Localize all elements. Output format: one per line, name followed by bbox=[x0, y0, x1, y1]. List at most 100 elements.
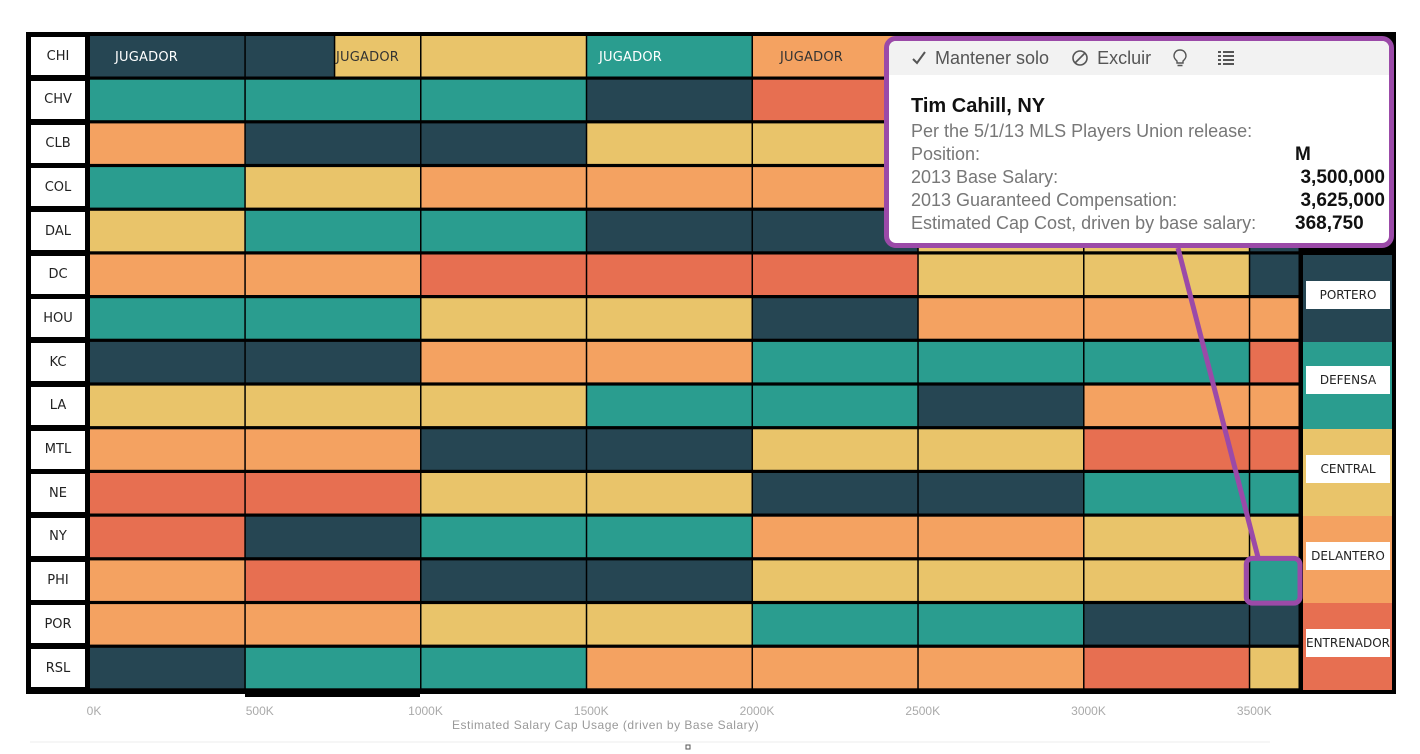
team-label-ny[interactable]: NY bbox=[31, 517, 85, 556]
bar-segment-hou-5[interactable] bbox=[918, 298, 1084, 339]
bar-segment-ny-2[interactable] bbox=[421, 516, 586, 558]
bar-segment-dal-3[interactable] bbox=[587, 210, 752, 252]
bar-segment-mtl-7[interactable] bbox=[1250, 429, 1299, 470]
bar-segment-dal-0[interactable] bbox=[90, 210, 245, 252]
bar-segment-la-1[interactable] bbox=[245, 385, 421, 427]
bar-segment-ny-6[interactable] bbox=[1084, 516, 1249, 558]
bar-segment-phi-3[interactable] bbox=[587, 560, 752, 601]
bar-segment-dc-6[interactable] bbox=[1084, 254, 1249, 296]
bar-segment-rsl-1[interactable] bbox=[245, 647, 421, 689]
bar-segment-ne-6[interactable] bbox=[1084, 473, 1249, 514]
bar-segment-la-5[interactable] bbox=[918, 385, 1084, 427]
bar-segment-kc-5[interactable] bbox=[918, 341, 1084, 383]
bar-segment-mtl-3[interactable] bbox=[587, 429, 752, 470]
bar-segment-chi-1[interactable] bbox=[245, 36, 334, 77]
bar-segment-mtl-1[interactable] bbox=[245, 429, 421, 470]
bar-segment-kc-4[interactable] bbox=[753, 341, 918, 383]
bar-segment-ne-3[interactable] bbox=[587, 473, 752, 514]
bar-segment-col-0[interactable] bbox=[90, 167, 245, 208]
exclude-button[interactable]: Excluir bbox=[1071, 48, 1151, 69]
bar-segment-por-2[interactable] bbox=[421, 604, 586, 645]
bar-segment-ny-1[interactable] bbox=[245, 516, 421, 558]
bar-segment-rsl-3[interactable] bbox=[587, 647, 752, 689]
bar-segment-kc-7[interactable] bbox=[1250, 341, 1299, 383]
bar-segment-chv-3[interactable] bbox=[587, 79, 752, 121]
bar-segment-chi-2[interactable] bbox=[335, 36, 421, 77]
bar-segment-chv-2[interactable] bbox=[421, 79, 586, 121]
bar-segment-chv-1[interactable] bbox=[245, 79, 421, 121]
bar-segment-phi-6[interactable] bbox=[1084, 560, 1249, 601]
bar-segment-hou-1[interactable] bbox=[245, 298, 421, 339]
bar-segment-clb-2[interactable] bbox=[421, 123, 586, 164]
bar-segment-chv-0[interactable] bbox=[90, 79, 245, 121]
bar-segment-phi-7[interactable] bbox=[1250, 560, 1299, 601]
bar-segment-ne-1[interactable] bbox=[245, 473, 421, 514]
bar-segment-ny-5[interactable] bbox=[918, 516, 1084, 558]
bar-segment-la-0[interactable] bbox=[90, 385, 245, 427]
bar-segment-por-3[interactable] bbox=[587, 604, 752, 645]
team-label-por[interactable]: POR bbox=[31, 605, 85, 644]
bar-segment-mtl-5[interactable] bbox=[918, 429, 1084, 470]
bar-segment-rsl-5[interactable] bbox=[918, 647, 1084, 689]
team-label-rsl[interactable]: RSL bbox=[31, 649, 85, 688]
bar-segment-hou-4[interactable] bbox=[753, 298, 918, 339]
bar-segment-chi-0[interactable] bbox=[90, 36, 245, 77]
bar-segment-rsl-2[interactable] bbox=[421, 647, 586, 689]
bar-segment-phi-2[interactable] bbox=[421, 560, 586, 601]
bar-segment-kc-6[interactable] bbox=[1084, 341, 1249, 383]
bar-segment-rsl-0[interactable] bbox=[90, 647, 245, 689]
bar-segment-ny-0[interactable] bbox=[90, 516, 245, 558]
bar-segment-clb-0[interactable] bbox=[90, 123, 245, 164]
bar-segment-la-3[interactable] bbox=[587, 385, 752, 427]
bar-segment-hou-0[interactable] bbox=[90, 298, 245, 339]
bar-segment-por-4[interactable] bbox=[753, 604, 918, 645]
bar-segment-kc-2[interactable] bbox=[421, 341, 586, 383]
bar-segment-la-4[interactable] bbox=[753, 385, 918, 427]
bar-segment-col-1[interactable] bbox=[245, 167, 421, 208]
resize-handle[interactable] bbox=[685, 744, 691, 750]
bar-segment-rsl-6[interactable] bbox=[1084, 647, 1249, 689]
keep-only-button[interactable]: Mantener solo bbox=[911, 48, 1049, 69]
bar-segment-ne-0[interactable] bbox=[90, 473, 245, 514]
bar-segment-dc-2[interactable] bbox=[421, 254, 586, 296]
bar-segment-hou-7[interactable] bbox=[1250, 298, 1299, 339]
bar-segment-phi-0[interactable] bbox=[90, 560, 245, 601]
bar-segment-rsl-7[interactable] bbox=[1250, 647, 1299, 689]
bar-segment-kc-3[interactable] bbox=[587, 341, 752, 383]
team-label-clb[interactable]: CLB bbox=[31, 124, 85, 163]
bar-segment-por-5[interactable] bbox=[918, 604, 1084, 645]
bar-segment-mtl-0[interactable] bbox=[90, 429, 245, 470]
bar-segment-mtl-2[interactable] bbox=[421, 429, 586, 470]
bar-segment-ny-3[interactable] bbox=[587, 516, 752, 558]
bar-segment-ne-5[interactable] bbox=[918, 473, 1084, 514]
bar-segment-clb-1[interactable] bbox=[245, 123, 421, 164]
team-label-phi[interactable]: PHI bbox=[31, 561, 85, 600]
bar-segment-chi-3[interactable] bbox=[421, 36, 586, 77]
bar-segment-por-1[interactable] bbox=[245, 604, 421, 645]
bar-segment-col-2[interactable] bbox=[421, 167, 586, 208]
bar-segment-la-2[interactable] bbox=[421, 385, 586, 427]
bar-segment-kc-0[interactable] bbox=[90, 341, 245, 383]
bar-segment-dc-3[interactable] bbox=[587, 254, 752, 296]
team-label-ne[interactable]: NE bbox=[31, 474, 85, 513]
bar-segment-dc-7[interactable] bbox=[1250, 254, 1299, 296]
bar-segment-kc-1[interactable] bbox=[245, 341, 421, 383]
team-label-chi[interactable]: CHI bbox=[31, 37, 85, 76]
bar-segment-hou-6[interactable] bbox=[1084, 298, 1249, 339]
team-label-mtl[interactable]: MTL bbox=[31, 430, 85, 469]
bar-segment-dc-5[interactable] bbox=[918, 254, 1084, 296]
bar-segment-clb-3[interactable] bbox=[587, 123, 752, 164]
bar-segment-col-3[interactable] bbox=[587, 167, 752, 208]
view-data-button[interactable] bbox=[1217, 50, 1243, 66]
bar-segment-hou-2[interactable] bbox=[421, 298, 586, 339]
bar-segment-por-6[interactable] bbox=[1084, 604, 1249, 645]
bar-segment-phi-4[interactable] bbox=[753, 560, 918, 601]
bar-segment-hou-3[interactable] bbox=[587, 298, 752, 339]
bar-segment-dal-2[interactable] bbox=[421, 210, 586, 252]
bar-segment-phi-5[interactable] bbox=[918, 560, 1084, 601]
bar-segment-por-0[interactable] bbox=[90, 604, 245, 645]
bar-segment-dc-0[interactable] bbox=[90, 254, 245, 296]
bar-segment-dc-4[interactable] bbox=[753, 254, 918, 296]
insight-button[interactable] bbox=[1173, 49, 1195, 67]
bar-segment-la-7[interactable] bbox=[1250, 385, 1299, 427]
